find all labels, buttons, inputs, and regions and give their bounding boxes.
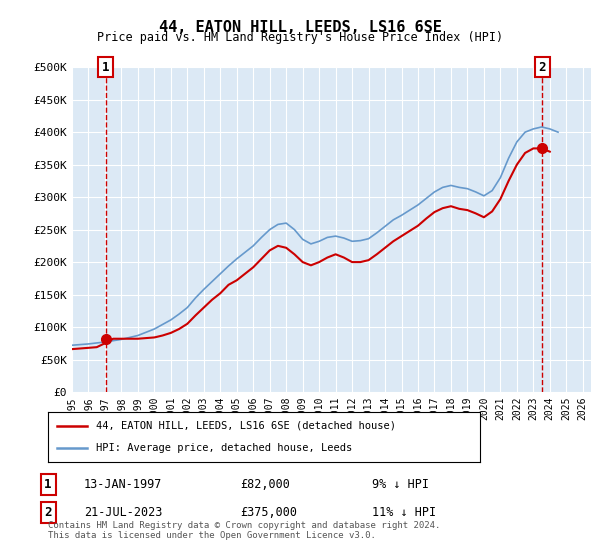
Text: 2: 2 — [539, 60, 546, 74]
Text: 1: 1 — [102, 60, 109, 74]
Text: 9% ↓ HPI: 9% ↓ HPI — [372, 478, 429, 491]
Text: 2: 2 — [44, 506, 52, 519]
Text: 1: 1 — [44, 478, 52, 491]
Text: Contains HM Land Registry data © Crown copyright and database right 2024.
This d: Contains HM Land Registry data © Crown c… — [48, 521, 440, 540]
Text: 11% ↓ HPI: 11% ↓ HPI — [372, 506, 436, 519]
Text: 44, EATON HILL, LEEDS, LS16 6SE: 44, EATON HILL, LEEDS, LS16 6SE — [158, 20, 442, 35]
Text: £82,000: £82,000 — [240, 478, 290, 491]
Text: 13-JAN-1997: 13-JAN-1997 — [84, 478, 163, 491]
Text: £375,000: £375,000 — [240, 506, 297, 519]
Text: Price paid vs. HM Land Registry's House Price Index (HPI): Price paid vs. HM Land Registry's House … — [97, 31, 503, 44]
Text: 21-JUL-2023: 21-JUL-2023 — [84, 506, 163, 519]
Text: HPI: Average price, detached house, Leeds: HPI: Average price, detached house, Leed… — [95, 443, 352, 453]
Text: 44, EATON HILL, LEEDS, LS16 6SE (detached house): 44, EATON HILL, LEEDS, LS16 6SE (detache… — [95, 421, 395, 431]
